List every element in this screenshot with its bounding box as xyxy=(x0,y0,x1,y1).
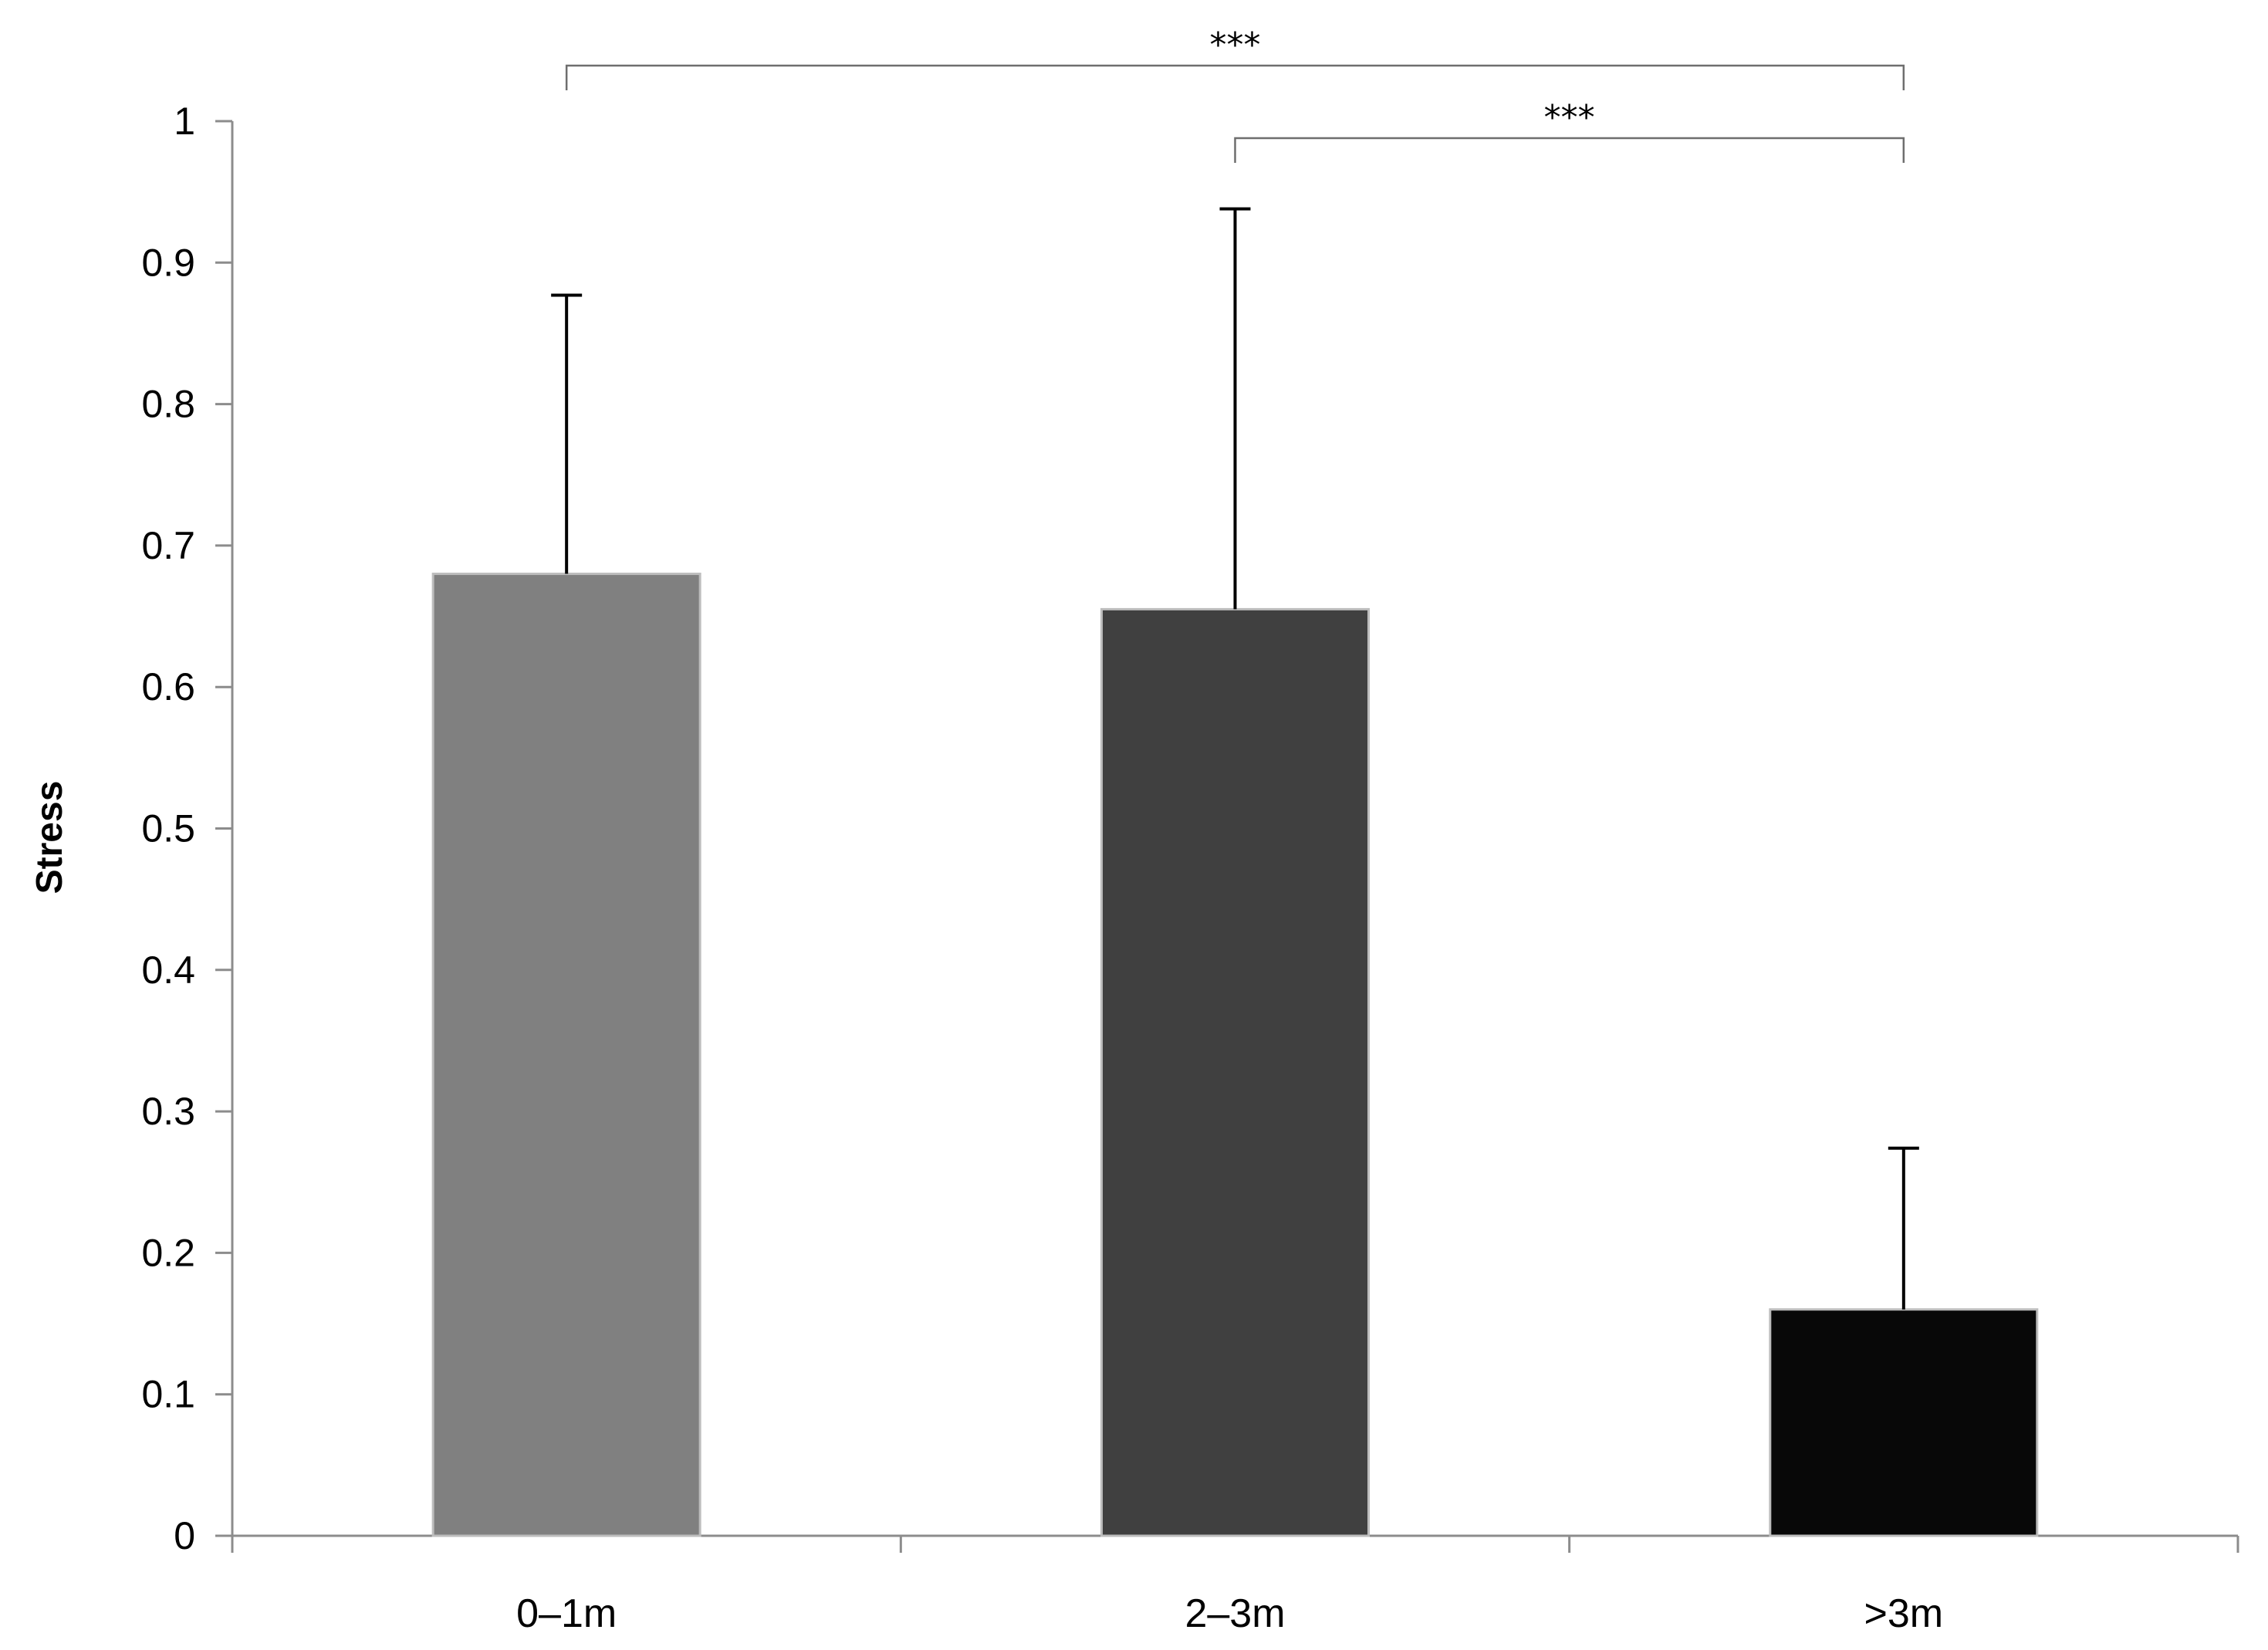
significance-label: *** xyxy=(1210,25,1261,65)
y-tick-label: 0.8 xyxy=(141,383,195,426)
error-bars xyxy=(551,207,1919,1310)
y-tick-label: 0.1 xyxy=(141,1373,195,1416)
y-axis-label: Stress xyxy=(29,781,70,894)
significance-label: *** xyxy=(1544,98,1595,137)
y-tick-label: 0 xyxy=(174,1514,195,1557)
x-tick-label: 2–3m xyxy=(1185,1591,1285,1636)
y-tick-label: 1 xyxy=(174,100,195,143)
y-tick-label: 0.5 xyxy=(141,807,195,850)
bar xyxy=(431,573,701,1537)
y-tick-label: 0.3 xyxy=(141,1090,195,1133)
x-tick-label: 0–1m xyxy=(516,1591,617,1636)
y-tick-label: 0.6 xyxy=(141,665,195,708)
y-tick-label: 0.7 xyxy=(141,524,195,567)
bar xyxy=(1769,1308,2039,1537)
y-tick-label: 0.4 xyxy=(141,948,195,992)
significance-bracket xyxy=(1234,137,1905,163)
bars xyxy=(431,573,2039,1537)
x-tick-label: >3m xyxy=(1864,1591,1944,1636)
significance-brackets: *** *** xyxy=(565,25,1905,163)
y-tick-label: 0.9 xyxy=(141,241,195,284)
bar xyxy=(1100,607,1370,1537)
y-tick-label: 0.2 xyxy=(141,1231,195,1274)
significance-bracket xyxy=(565,64,1905,90)
axes: 0 0.1 0.2 0.3 0.4 0.5 0.6 0.7 0.8 0.9 1 0–1m 2–3m >3m xyxy=(141,100,2239,1636)
